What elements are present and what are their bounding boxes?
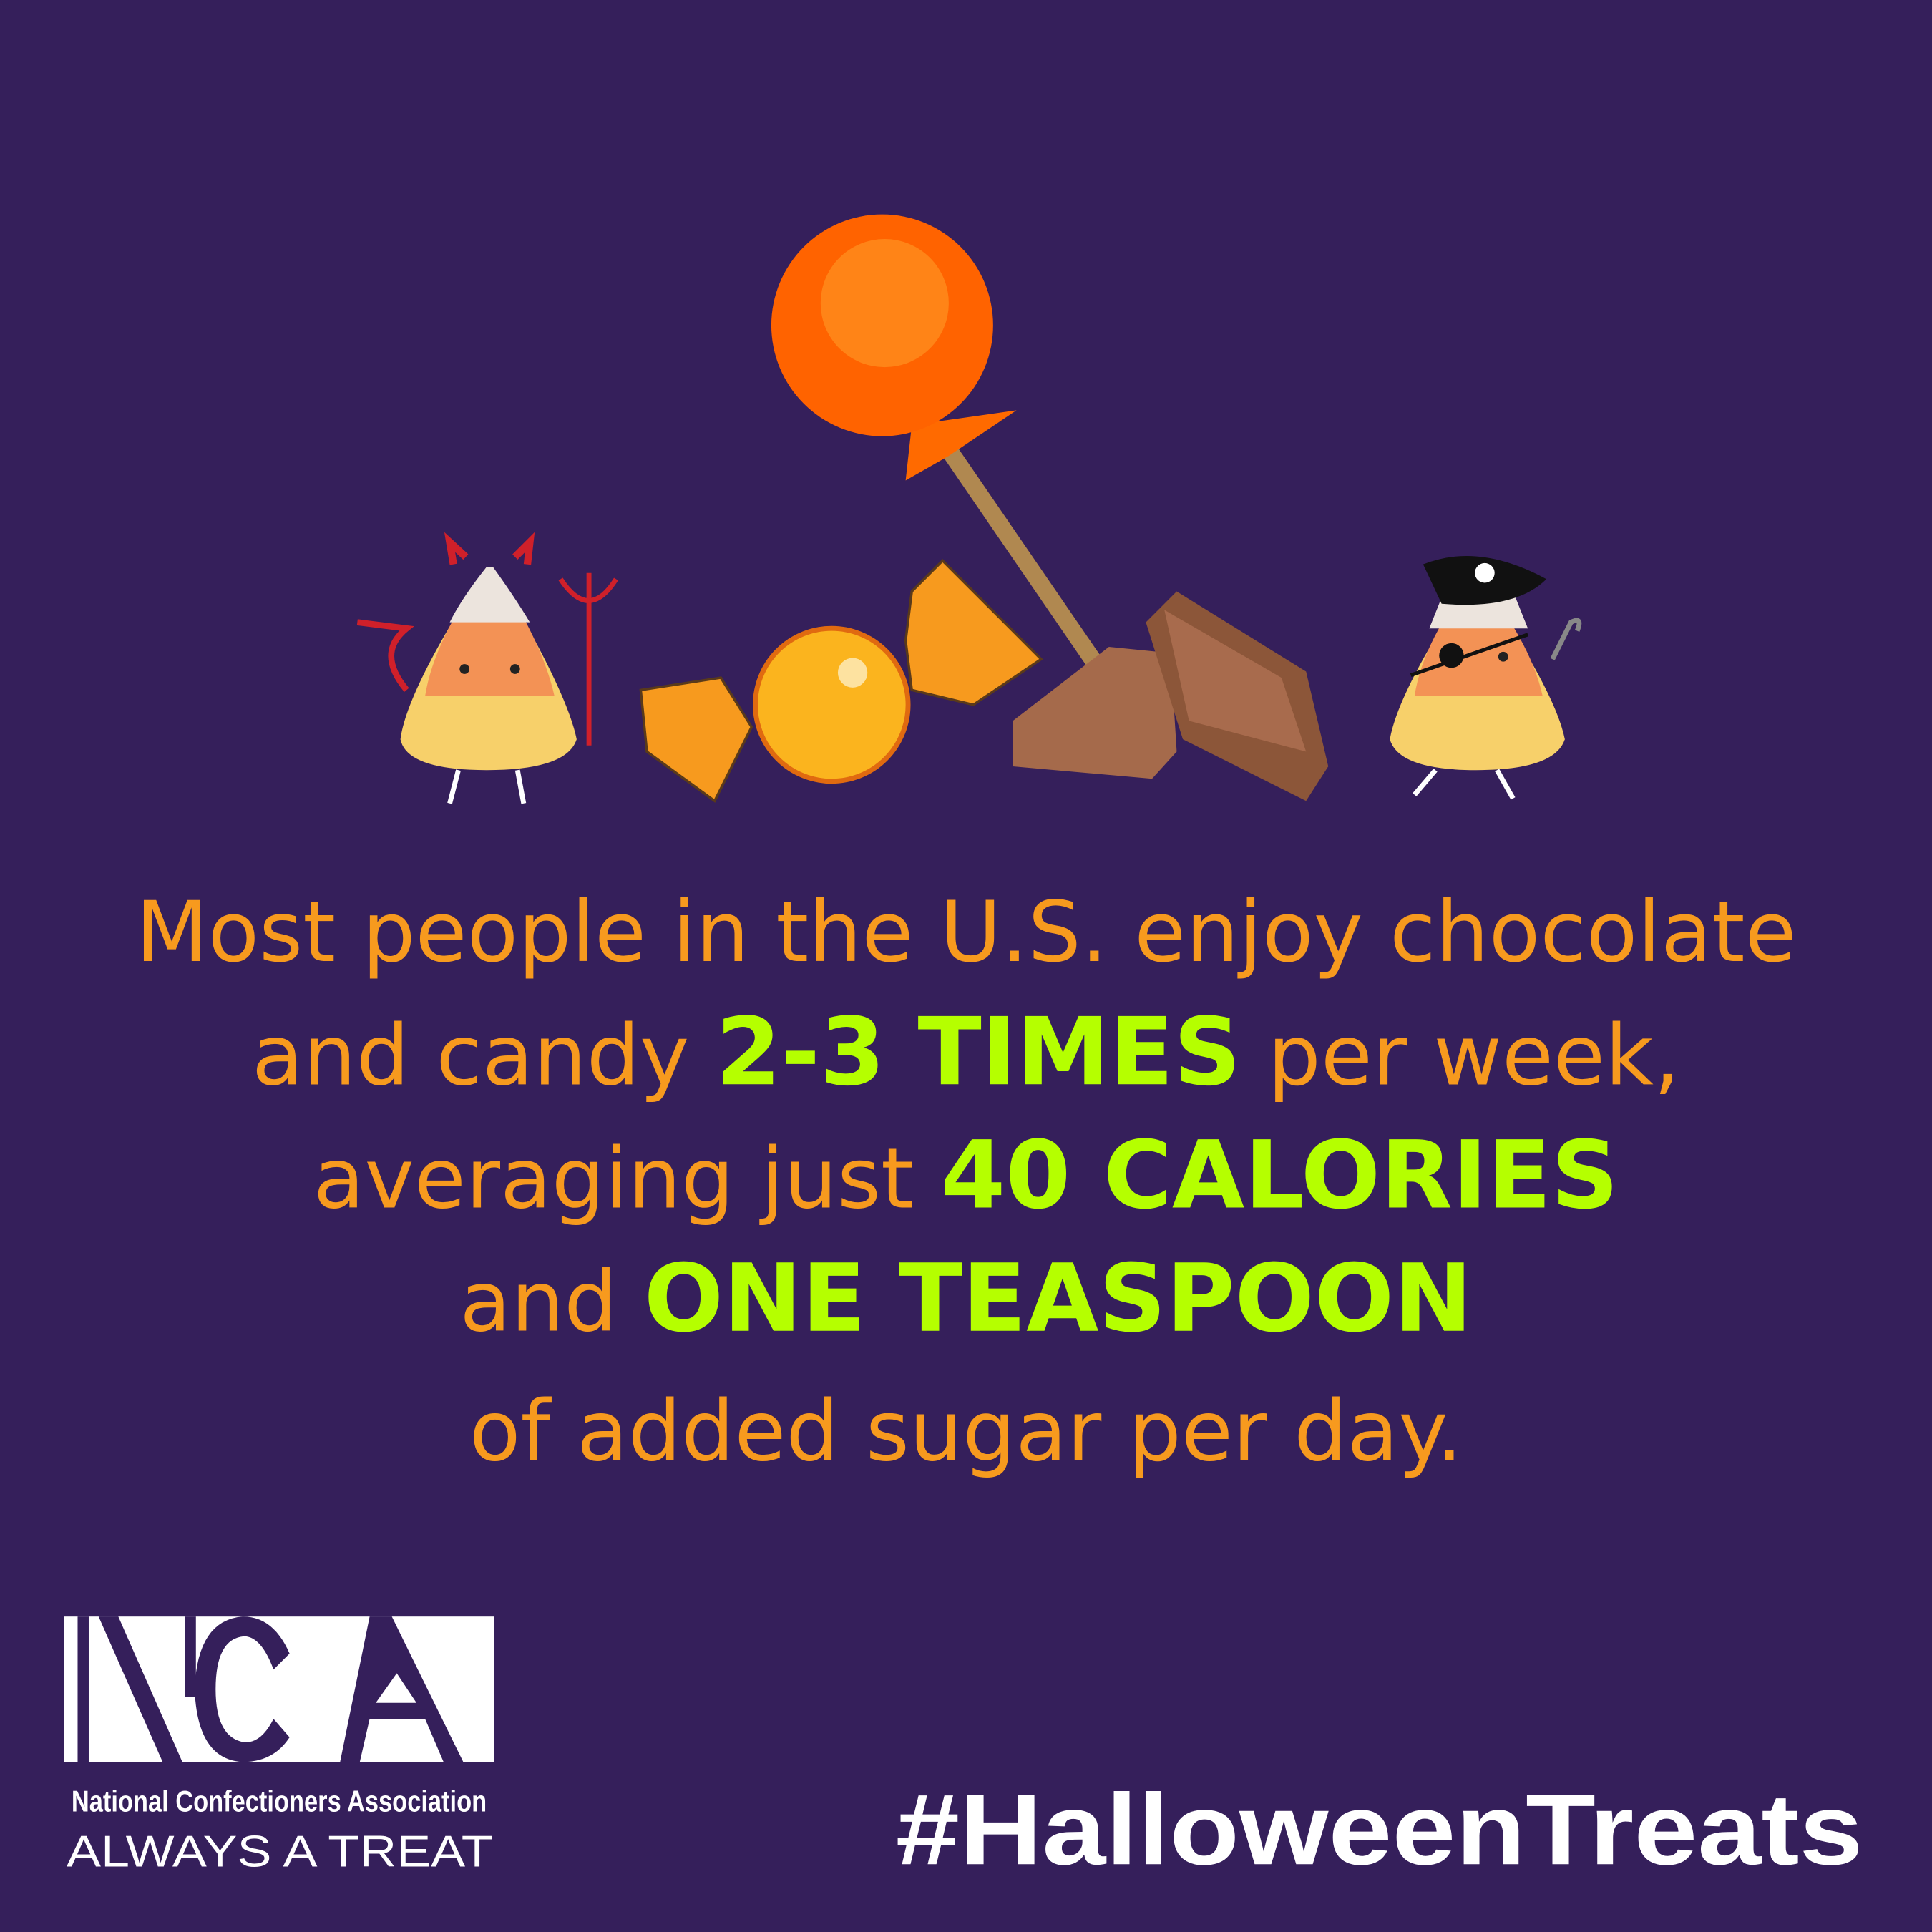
message-line-5: of added sugar per day.	[469, 1382, 1463, 1480]
message-line-2: and candy 2-3 TIMES per week,	[252, 997, 1680, 1106]
message-line-4: and ONE TEASPOON	[459, 1244, 1472, 1353]
message-text: Most people in the U.S. enjoy chocolate …	[135, 883, 1796, 1480]
message-line-2-c: per week,	[1241, 1006, 1680, 1104]
orange-lollipop	[771, 214, 1104, 670]
nca-logo-mark	[77, 1616, 464, 1762]
message-line-4-a: and	[459, 1253, 643, 1351]
chocolate-pieces-icon	[1013, 591, 1329, 801]
pirate-candy-corn-icon	[1390, 556, 1582, 800]
message-line-3: averaging just 40 CALORIES	[313, 1121, 1619, 1230]
highlight-teaspoon: ONE TEASPOON	[644, 1244, 1473, 1353]
message-line-3-a: averaging just	[313, 1130, 940, 1228]
highlight-calories: 40 CALORIES	[940, 1121, 1619, 1230]
nca-logo: National Confectioners Association ALWAY…	[64, 1616, 494, 1877]
message-line-1: Most people in the U.S. enjoy chocolate	[135, 883, 1796, 981]
highlight-times: 2-3 TIMES	[716, 997, 1241, 1106]
devil-candy-corn-icon	[356, 532, 618, 804]
message-line-2-a: and candy	[252, 1006, 716, 1104]
wrapped-candy-icon	[639, 559, 1043, 803]
org-name: National Confectioners Association	[72, 1785, 487, 1818]
tagline: ALWAYS A TREAT	[67, 1828, 493, 1877]
hashtag: #HalloweenTreats	[896, 1772, 1863, 1885]
